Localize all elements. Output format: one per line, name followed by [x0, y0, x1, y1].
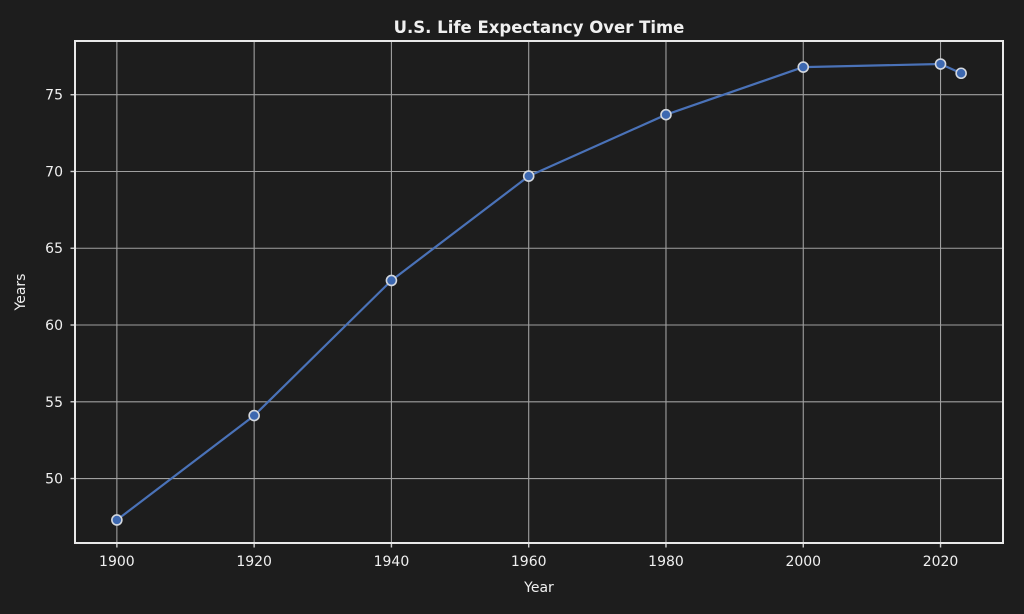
chart-title: U.S. Life Expectancy Over Time: [394, 18, 685, 37]
data-point-2000: [797, 61, 810, 73]
y-axis-label: Years: [13, 274, 29, 312]
data-point-1900: [111, 514, 123, 526]
grid-layer: [75, 41, 1003, 543]
tick-layer: 1900 1920 1940 1960 1980 2000 2020 50 55 60 65 70 75: [45, 88, 958, 570]
series-line: [115, 62, 963, 522]
y-tick-label-60: 60: [45, 318, 63, 334]
y-tick-label-70: 70: [45, 164, 63, 180]
axes-spines: [74, 40, 1004, 544]
label-layer: U.S. Life Expectancy Over Time Year Year…: [13, 18, 684, 596]
y-tick-label-75: 75: [45, 88, 63, 104]
x-axis-label: Year: [523, 580, 554, 596]
x-tick-label-1980: 1980: [648, 554, 684, 570]
data-point-1940: [385, 274, 398, 287]
data-point-1980: [660, 108, 672, 121]
x-tick-label-1940: 1940: [374, 554, 410, 570]
data-point-2023: [955, 67, 967, 80]
y-tick-label-55: 55: [45, 395, 63, 411]
series-layer: [111, 58, 967, 526]
data-point-2020: [934, 58, 947, 70]
x-tick-label-2000: 2000: [785, 554, 821, 570]
data-point-1920: [248, 409, 260, 422]
x-tick-label-2020: 2020: [923, 554, 959, 570]
plot-area: [75, 41, 1003, 543]
data-point-1960: [522, 170, 535, 182]
y-tick-label-50: 50: [45, 472, 63, 488]
x-tick-label-1900: 1900: [99, 554, 135, 570]
x-tick-label-1960: 1960: [511, 554, 547, 570]
x-tick-label-1920: 1920: [236, 554, 272, 570]
y-tick-label-65: 65: [45, 241, 63, 257]
